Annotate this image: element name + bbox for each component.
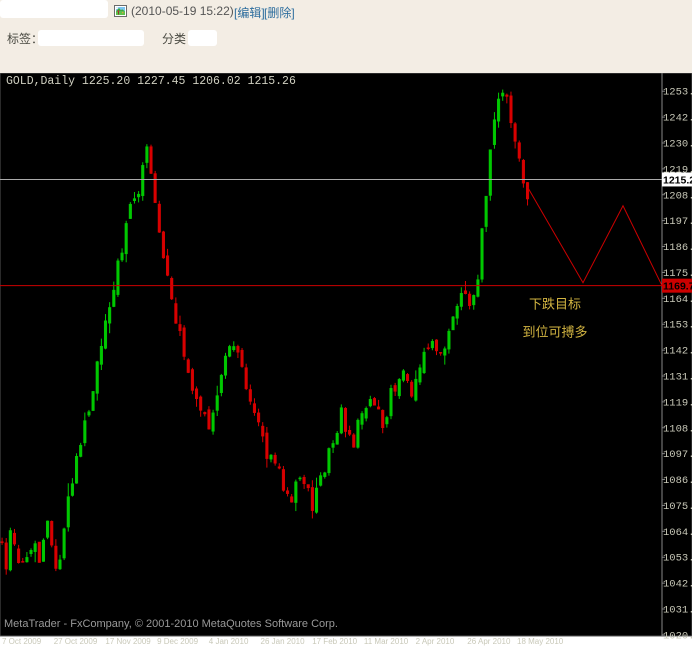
svg-text:1153.20: 1153.20	[663, 320, 692, 332]
svg-text:2 Apr 2010: 2 Apr 2010	[416, 637, 455, 646]
svg-text:1097.70: 1097.70	[663, 449, 692, 461]
svg-text:1215.26: 1215.26	[663, 174, 692, 186]
svg-text:1164.30: 1164.30	[663, 294, 692, 306]
svg-text:1142.10: 1142.10	[663, 346, 692, 358]
svg-text:7 Oct 2009: 7 Oct 2009	[2, 637, 42, 646]
svg-text:1042.20: 1042.20	[663, 579, 692, 591]
svg-text:1169.73: 1169.73	[663, 281, 692, 293]
svg-text:27 Oct 2009: 27 Oct 2009	[54, 637, 98, 646]
svg-text:1108.80: 1108.80	[663, 423, 692, 435]
svg-text:9 Dec 2009: 9 Dec 2009	[157, 637, 198, 646]
svg-text:到位可搏多: 到位可搏多	[522, 324, 587, 339]
svg-text:26 Jan 2010: 26 Jan 2010	[261, 637, 306, 646]
svg-text:1208.70: 1208.70	[663, 190, 692, 202]
svg-text:1230.90: 1230.90	[663, 138, 692, 150]
svg-text:MetaTrader - FxCompany, © 2001: MetaTrader - FxCompany, © 2001-2010 Meta…	[4, 618, 338, 630]
svg-text:1175.40: 1175.40	[663, 268, 692, 280]
svg-text:1053.30: 1053.30	[663, 553, 692, 565]
svg-text:1064.40: 1064.40	[663, 527, 692, 539]
svg-text:4 Jan 2010: 4 Jan 2010	[209, 637, 249, 646]
svg-text:1253.10: 1253.10	[663, 87, 692, 99]
svg-text:1086.60: 1086.60	[663, 475, 692, 487]
svg-text:下跌目标: 下跌目标	[529, 296, 581, 311]
svg-text:1242.00: 1242.00	[663, 113, 692, 125]
svg-text:1075.50: 1075.50	[663, 501, 692, 513]
svg-text:1020.00: 1020.00	[663, 630, 692, 642]
svg-text:1197.60: 1197.60	[663, 216, 692, 228]
svg-text:17 Feb 2010: 17 Feb 2010	[312, 637, 357, 646]
svg-text:18 May 2010: 18 May 2010	[517, 637, 564, 646]
svg-text:GOLD,Daily 1225.20 1227.45 12: GOLD,Daily 1225.20 1227.45 1206.02 1215.…	[6, 75, 296, 88]
svg-text:1131.00: 1131.00	[663, 372, 692, 384]
svg-text:1119.90: 1119.90	[663, 397, 692, 409]
svg-text:26 Apr 2010: 26 Apr 2010	[467, 637, 511, 646]
svg-text:1186.50: 1186.50	[663, 242, 692, 254]
svg-text:11 Mar 2010: 11 Mar 2010	[364, 637, 409, 646]
svg-text:17 Nov 2009: 17 Nov 2009	[105, 637, 151, 646]
svg-text:1031.10: 1031.10	[663, 605, 692, 617]
